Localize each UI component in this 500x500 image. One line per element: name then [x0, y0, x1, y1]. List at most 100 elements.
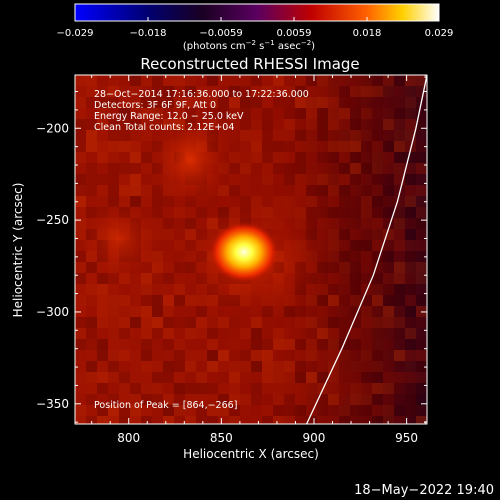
- image-pixel: [152, 394, 163, 405]
- image-pixel: [361, 130, 372, 141]
- image-pixel: [174, 97, 185, 108]
- image-pixel: [284, 350, 295, 361]
- image-pixel: [262, 185, 273, 196]
- image-pixel: [240, 328, 251, 339]
- image-pixel: [306, 174, 317, 185]
- image-pixel: [416, 240, 427, 251]
- image-pixel: [339, 240, 350, 251]
- image-pixel: [75, 207, 86, 218]
- image-pixel: [229, 130, 240, 141]
- image-pixel: [152, 86, 163, 97]
- image-pixel: [284, 152, 295, 163]
- image-pixel: [130, 185, 141, 196]
- image-pixel: [163, 229, 174, 240]
- image-pixel: [229, 350, 240, 361]
- image-pixel: [372, 328, 383, 339]
- image-pixel: [141, 416, 152, 424]
- image-pixel: [251, 119, 262, 130]
- image-pixel: [339, 273, 350, 284]
- image-pixel: [416, 141, 427, 152]
- solar-limb-curve: [306, 75, 427, 424]
- image-pixel: [383, 328, 394, 339]
- image-pixel: [130, 350, 141, 361]
- image-pixel: [163, 350, 174, 361]
- image-pixel: [295, 207, 306, 218]
- image-pixel: [218, 350, 229, 361]
- image-pixel: [405, 284, 416, 295]
- image-pixel: [405, 350, 416, 361]
- image-pixel: [328, 86, 339, 97]
- image-pixel: [163, 394, 174, 405]
- image-pixel: [339, 361, 350, 372]
- image-pixel: [361, 97, 372, 108]
- image-pixel: [273, 361, 284, 372]
- image-pixel: [86, 108, 97, 119]
- image-pixel: [339, 218, 350, 229]
- image-pixel: [229, 97, 240, 108]
- image-pixel: [317, 141, 328, 152]
- image-pixel: [75, 185, 86, 196]
- image-pixel: [251, 328, 262, 339]
- image-pixel: [163, 339, 174, 350]
- image-pixel: [273, 86, 284, 97]
- image-pixel: [328, 251, 339, 262]
- image-pixel: [306, 405, 317, 416]
- image-pixel: [229, 86, 240, 97]
- image-pixel: [108, 152, 119, 163]
- image-pixel: [141, 75, 152, 86]
- image-pixel: [174, 405, 185, 416]
- image-pixel: [174, 306, 185, 317]
- colorbar-ticks: −0.029 −0.018 −0.0059 0.0059 0.018 0.029: [56, 17, 453, 39]
- image-pixel: [350, 372, 361, 383]
- image-pixel: [394, 372, 405, 383]
- image-pixel: [361, 196, 372, 207]
- image-pixel: [361, 174, 372, 185]
- image-pixel: [75, 75, 86, 86]
- image-pixel: [295, 372, 306, 383]
- image-pixel: [240, 383, 251, 394]
- image-pixel: [361, 394, 372, 405]
- image-pixel: [207, 383, 218, 394]
- image-pixel: [218, 108, 229, 119]
- image-pixel: [207, 372, 218, 383]
- image-pixel: [75, 152, 86, 163]
- image-pixel: [328, 262, 339, 273]
- image-pixel: [262, 405, 273, 416]
- image-pixel: [75, 350, 86, 361]
- image-pixel: [416, 372, 427, 383]
- image-pixel: [339, 174, 350, 185]
- image-pixel: [383, 251, 394, 262]
- image-pixel: [284, 416, 295, 424]
- image-pixel: [328, 108, 339, 119]
- image-pixel: [306, 383, 317, 394]
- image-pixel: [372, 317, 383, 328]
- image-pixel: [163, 372, 174, 383]
- image-pixel: [229, 405, 240, 416]
- image-pixel: [163, 108, 174, 119]
- image-pixel: [163, 383, 174, 394]
- image-pixel: [152, 251, 163, 262]
- y-tick-label: −250: [36, 213, 69, 227]
- image-pixel: [361, 163, 372, 174]
- image-pixel: [240, 130, 251, 141]
- image-pixel: [75, 383, 86, 394]
- image-pixel: [97, 119, 108, 130]
- image-pixel: [383, 152, 394, 163]
- image-pixel: [394, 295, 405, 306]
- image-pixel: [141, 97, 152, 108]
- image-pixel: [152, 416, 163, 424]
- image-pixel: [251, 163, 262, 174]
- image-pixel: [273, 394, 284, 405]
- image-pixel: [295, 361, 306, 372]
- image-pixel: [339, 317, 350, 328]
- image-pixel: [218, 416, 229, 424]
- image-pixel: [405, 229, 416, 240]
- image-pixel: [97, 273, 108, 284]
- image-pixel: [152, 317, 163, 328]
- image-pixel: [240, 163, 251, 174]
- image-pixel: [372, 273, 383, 284]
- image-pixel: [317, 185, 328, 196]
- image-pixel: [119, 328, 130, 339]
- image-pixel: [372, 229, 383, 240]
- image-pixel: [130, 394, 141, 405]
